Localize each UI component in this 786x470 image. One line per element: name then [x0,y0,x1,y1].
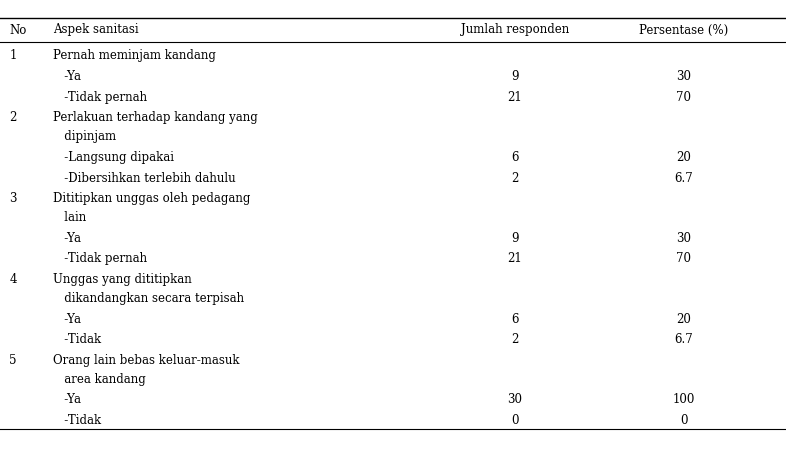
Text: 21: 21 [508,252,522,266]
Text: 1: 1 [9,49,17,63]
Text: Pernah meminjam kandang: Pernah meminjam kandang [53,49,216,63]
Text: -Langsung dipakai: -Langsung dipakai [53,151,174,164]
Text: Jumlah responden: Jumlah responden [461,24,569,37]
Text: 0: 0 [680,414,688,427]
Text: Persentase (%): Persentase (%) [639,24,729,37]
Text: 6.7: 6.7 [674,172,693,185]
Text: -Ya: -Ya [53,70,82,83]
Text: 2: 2 [511,172,519,185]
Text: 70: 70 [676,252,692,266]
Text: 5: 5 [9,354,17,367]
Text: 100: 100 [673,393,695,407]
Text: Unggas yang dititipkan: Unggas yang dititipkan [53,273,193,286]
Text: -Ya: -Ya [53,393,82,407]
Text: -Ya: -Ya [53,313,82,326]
Text: 6.7: 6.7 [674,333,693,346]
Text: 21: 21 [508,91,522,104]
Text: 6: 6 [511,313,519,326]
Text: Aspek sanitasi: Aspek sanitasi [53,24,139,37]
Text: dipinjam: dipinjam [53,130,116,143]
Text: 9: 9 [511,70,519,83]
Text: Dititipkan unggas oleh pedagang: Dititipkan unggas oleh pedagang [53,192,251,205]
Text: area kandang: area kandang [53,373,146,386]
Text: 2: 2 [511,333,519,346]
Text: -Tidak pernah: -Tidak pernah [53,91,148,104]
Text: 30: 30 [507,393,523,407]
Text: 70: 70 [676,91,692,104]
Text: 3: 3 [9,192,17,205]
Text: 2: 2 [9,111,17,125]
Text: -Tidak: -Tidak [53,414,101,427]
Text: lain: lain [53,211,86,224]
Text: -Tidak pernah: -Tidak pernah [53,252,148,266]
Text: 6: 6 [511,151,519,164]
Text: 30: 30 [676,70,692,83]
Text: -Ya: -Ya [53,232,82,245]
Text: dikandangkan secara terpisah: dikandangkan secara terpisah [53,292,244,305]
Text: Perlakuan terhadap kandang yang: Perlakuan terhadap kandang yang [53,111,258,125]
Text: 9: 9 [511,232,519,245]
Text: Orang lain bebas keluar-masuk: Orang lain bebas keluar-masuk [53,354,240,367]
Text: -Tidak: -Tidak [53,333,101,346]
Text: No: No [9,24,27,37]
Text: -Dibersihkan terlebih dahulu: -Dibersihkan terlebih dahulu [53,172,236,185]
Text: 4: 4 [9,273,17,286]
Text: 30: 30 [676,232,692,245]
Text: 0: 0 [511,414,519,427]
Text: 20: 20 [677,313,691,326]
Text: 20: 20 [677,151,691,164]
